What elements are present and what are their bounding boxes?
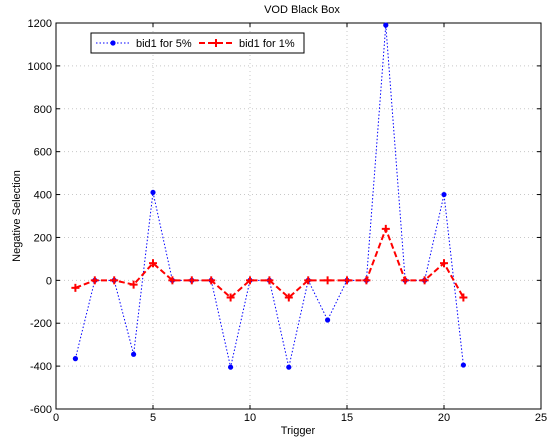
- x-tick-label: 5: [150, 412, 156, 424]
- series-2: [71, 224, 468, 302]
- data-point: [381, 224, 390, 233]
- data-point: [246, 276, 254, 285]
- data-point: [383, 22, 389, 28]
- data-point: [90, 276, 99, 285]
- x-axis-label: Trigger: [281, 425, 316, 437]
- x-tick-label: 25: [535, 412, 547, 424]
- data-point: [284, 293, 293, 302]
- y-tick-label: 200: [34, 232, 52, 244]
- y-tick-label: -200: [30, 318, 52, 330]
- data-point: [149, 259, 157, 268]
- data-point: [110, 276, 119, 285]
- y-axis-label: Negative Selection: [11, 170, 23, 262]
- data-point: [325, 317, 331, 323]
- data-point: [226, 293, 235, 302]
- data-point: [459, 293, 468, 302]
- legend-label: bid1 for 1%: [239, 38, 295, 50]
- data-point: [71, 283, 80, 292]
- data-point: [168, 276, 177, 285]
- data-point: [207, 276, 216, 285]
- y-tick-label: 1200: [28, 18, 52, 30]
- data-point: [150, 189, 156, 196]
- plot-frame: [55, 22, 542, 410]
- y-tick-label: 400: [34, 190, 52, 202]
- chart-title: VOD Black Box: [264, 4, 340, 16]
- data-point: [304, 276, 313, 285]
- legend: bid1 for 5% bid1 for 1%: [90, 32, 305, 54]
- x-tick-label: 20: [438, 412, 450, 424]
- series-layer: [71, 22, 468, 370]
- y-tick-label: 1000: [28, 61, 52, 73]
- x-tick-label: 15: [341, 412, 353, 424]
- data-point: [131, 351, 137, 357]
- data-point: [460, 362, 466, 368]
- legend-item: bid1 for 1%: [199, 38, 295, 50]
- data-point: [362, 276, 371, 285]
- y-tick-label: 600: [34, 147, 52, 159]
- data-point: [440, 259, 448, 268]
- data-point: [401, 276, 410, 285]
- legend-box: [90, 32, 305, 54]
- y-tick-label: -600: [30, 404, 52, 416]
- legend-label: bid1 for 5%: [136, 38, 192, 50]
- series-line: [75, 226, 465, 299]
- x-tick-label: 0: [53, 412, 59, 424]
- data-point: [72, 356, 78, 362]
- data-point: [228, 364, 234, 370]
- data-point: [323, 276, 332, 285]
- data-point: [420, 276, 429, 285]
- grid: [56, 23, 541, 409]
- x-tick-label: 10: [244, 412, 256, 424]
- y-tick-label: 0: [46, 275, 52, 287]
- axis-ticks: 0 5 10 15 20 25 -600 -400 -200 0 200 400 600 800 1000 1…: [28, 18, 547, 424]
- y-tick-label: 800: [34, 104, 52, 116]
- legend-marker: [212, 39, 220, 47]
- legend-item: bid1 for 5%: [96, 38, 192, 50]
- data-point: [286, 364, 292, 370]
- data-point: [265, 276, 274, 285]
- data-point: [129, 280, 138, 289]
- data-point: [343, 276, 351, 285]
- data-point: [441, 191, 447, 198]
- legend-marker: [110, 40, 116, 46]
- y-tick-label: -400: [30, 361, 52, 373]
- data-point: [187, 276, 196, 285]
